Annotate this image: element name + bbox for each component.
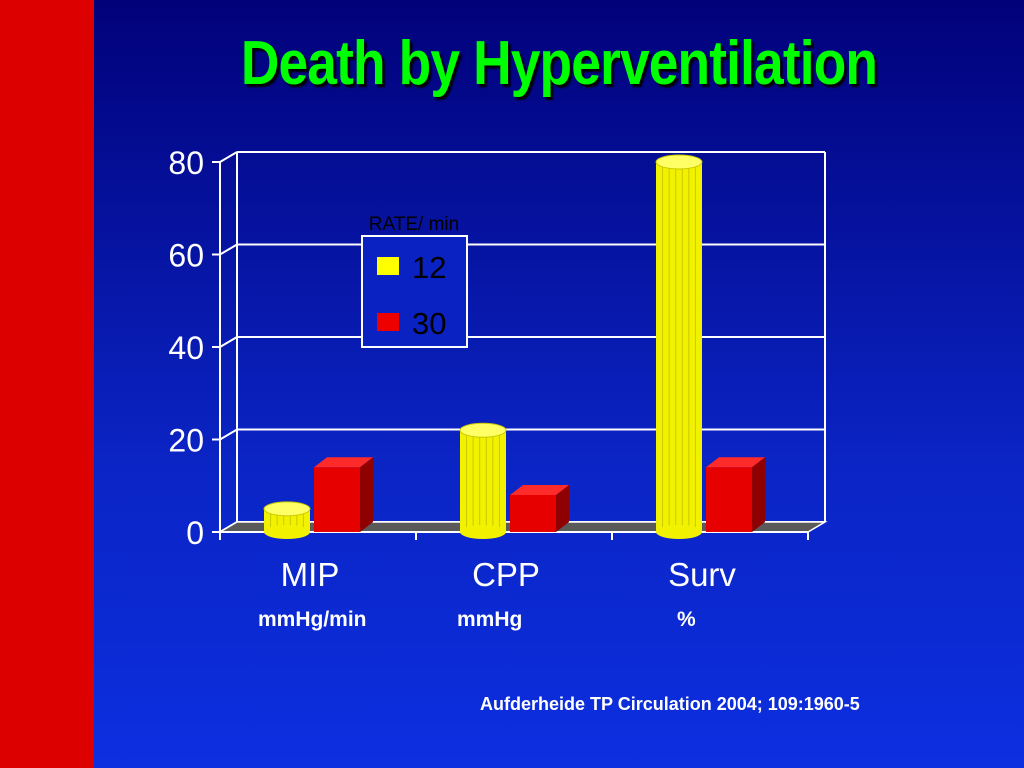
citation: Aufderheide TP Circulation 2004; 109:196… bbox=[480, 694, 860, 714]
x-tick-label: CPP bbox=[472, 556, 540, 593]
unit-label-cpp: mmHg bbox=[457, 608, 523, 631]
red-side-strip bbox=[0, 0, 94, 768]
y-tick-label: 80 bbox=[168, 145, 204, 181]
bar-12-CPP bbox=[459, 422, 507, 539]
x-tick-label: Surv bbox=[668, 556, 736, 593]
chart-legend: RATE/ min 12 30 bbox=[361, 214, 468, 348]
legend-swatch-30 bbox=[377, 313, 399, 331]
unit-label-mip: mmHg/min bbox=[258, 608, 367, 631]
bar-30-CPP bbox=[510, 485, 569, 532]
bar-12-MIP bbox=[263, 501, 311, 539]
unit-label-surv: % bbox=[677, 608, 696, 631]
y-tick-label: 40 bbox=[168, 330, 204, 366]
y-tick-label: 60 bbox=[168, 238, 204, 274]
bar-30-Surv bbox=[706, 457, 765, 532]
x-tick-label: MIP bbox=[281, 556, 340, 593]
gridline-depth bbox=[219, 151, 238, 163]
y-tick-label: 20 bbox=[168, 423, 204, 459]
slide-title: Death by Hyperventilation bbox=[240, 29, 878, 98]
legend-swatch-12 bbox=[377, 257, 399, 275]
chart-labels: 0 20 40 60 80 MIP CPP Surv bbox=[168, 145, 736, 593]
legend-label-30: 30 bbox=[412, 306, 446, 341]
gridline-depth bbox=[219, 336, 238, 348]
chart-bars bbox=[263, 154, 765, 539]
gridline-depth bbox=[219, 428, 238, 441]
legend-title: RATE/ min bbox=[369, 214, 459, 235]
gridline-depth bbox=[219, 243, 238, 256]
y-tick-label: 0 bbox=[186, 515, 204, 551]
legend-label-12: 12 bbox=[412, 250, 446, 285]
bar-12-Surv bbox=[655, 154, 703, 539]
bar-30-MIP bbox=[314, 457, 373, 532]
